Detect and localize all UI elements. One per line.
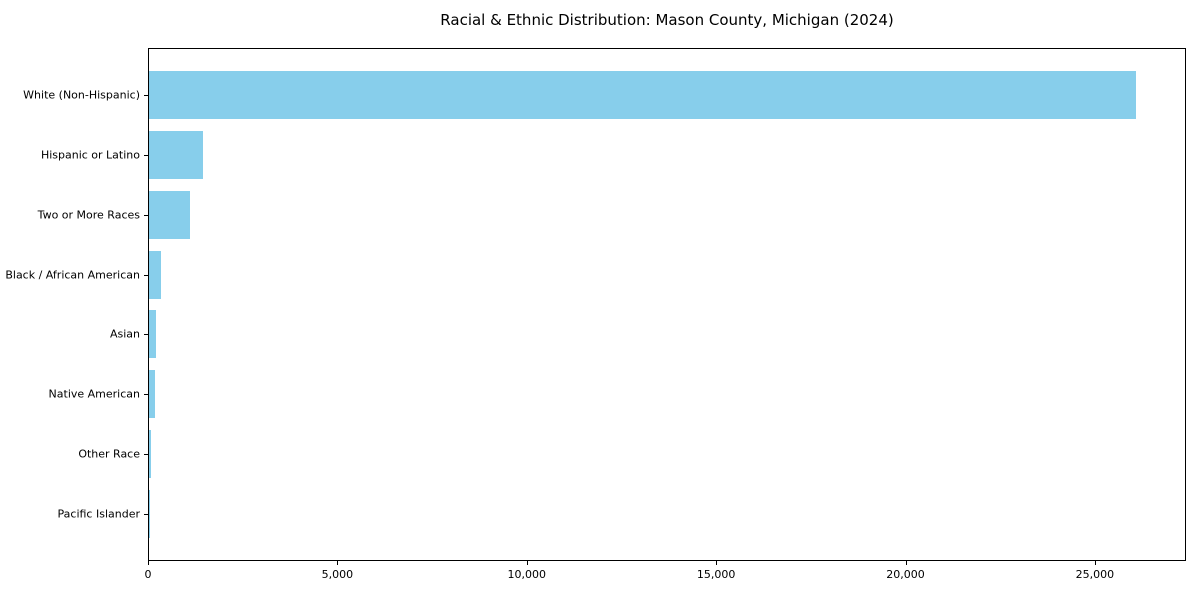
plot-area bbox=[148, 48, 1186, 561]
y-tick-label-other-race: Other Race bbox=[78, 447, 140, 461]
x-tick-mark bbox=[337, 561, 338, 565]
x-tick-mark bbox=[1095, 561, 1096, 565]
y-tick-label-pacific-islander: Pacific Islander bbox=[57, 507, 140, 521]
y-tick-label-two-or-more-races: Two or More Races bbox=[37, 208, 140, 222]
y-tick-label-black-african-american: Black / African American bbox=[5, 268, 140, 282]
x-tick-label-5000: 5,000 bbox=[321, 568, 354, 581]
x-tick-mark bbox=[527, 561, 528, 565]
bar-native-american bbox=[149, 370, 156, 419]
bar-two-or-more-races bbox=[149, 190, 191, 239]
bar-asian bbox=[149, 310, 156, 359]
y-tick-mark bbox=[144, 215, 148, 216]
x-tick-label-25000: 25,000 bbox=[1075, 568, 1115, 581]
y-tick-mark bbox=[144, 275, 148, 276]
x-tick-mark bbox=[906, 561, 907, 565]
y-tick-mark bbox=[144, 334, 148, 335]
y-tick-mark bbox=[144, 394, 148, 395]
chart-title: Racial & Ethnic Distribution: Mason Coun… bbox=[440, 11, 894, 29]
y-tick-label-asian: Asian bbox=[109, 327, 140, 341]
x-tick-mark bbox=[716, 561, 717, 565]
x-tick-mark bbox=[148, 561, 149, 565]
bar-other-race bbox=[149, 430, 152, 478]
y-tick-mark bbox=[144, 95, 148, 96]
y-tick-mark bbox=[144, 514, 148, 515]
bar-hispanic-or-latino bbox=[149, 131, 203, 179]
x-tick-label-10000: 10,000 bbox=[507, 568, 547, 581]
x-tick-label-20000: 20,000 bbox=[886, 568, 925, 581]
bar-white-non-hispanic bbox=[149, 71, 1136, 120]
y-tick-label-white-non-hispanic: White (Non-Hispanic) bbox=[23, 88, 140, 102]
y-tick-mark bbox=[144, 454, 148, 455]
y-tick-label-native-american: Native American bbox=[48, 387, 140, 401]
y-tick-label-hispanic-or-latino: Hispanic or Latino bbox=[40, 148, 140, 162]
x-tick-label-0: 0 bbox=[144, 568, 152, 581]
bar-black-african-american bbox=[149, 250, 162, 299]
y-tick-mark bbox=[144, 155, 148, 156]
x-tick-label-15000: 15,000 bbox=[696, 568, 736, 581]
